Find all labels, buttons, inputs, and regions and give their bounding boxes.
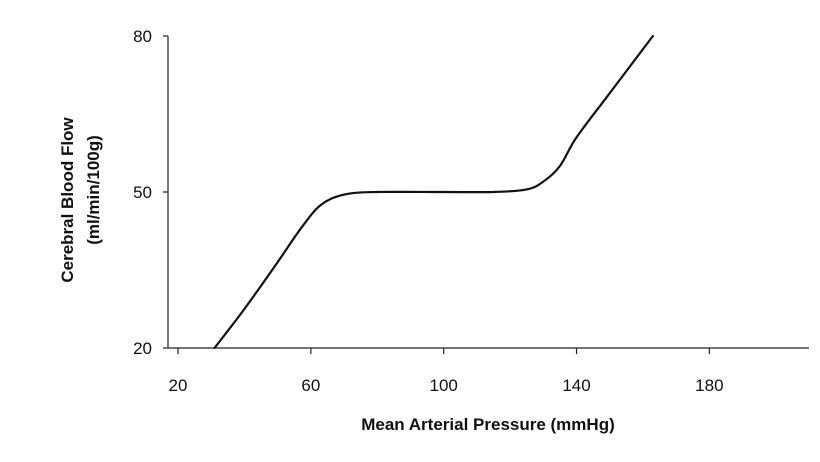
y-tick-label-20: 20 xyxy=(133,339,152,358)
y-tick-label-50: 50 xyxy=(133,183,152,202)
y-tick-label-80: 80 xyxy=(133,27,152,46)
y-axis-title-line1: Cerebral Blood Flow xyxy=(58,117,77,283)
x-axis-title: Mean Arterial Pressure (mmHg) xyxy=(361,415,615,434)
x-tick-label-140: 140 xyxy=(562,376,590,395)
y-axis-title-line2: (ml/min/100g) xyxy=(84,135,103,245)
series-line xyxy=(213,34,654,350)
x-tick-label-180: 180 xyxy=(695,376,723,395)
x-tick-label-60: 60 xyxy=(301,376,320,395)
x-tick-label-20: 20 xyxy=(169,376,188,395)
x-tick-label-100: 100 xyxy=(429,376,457,395)
